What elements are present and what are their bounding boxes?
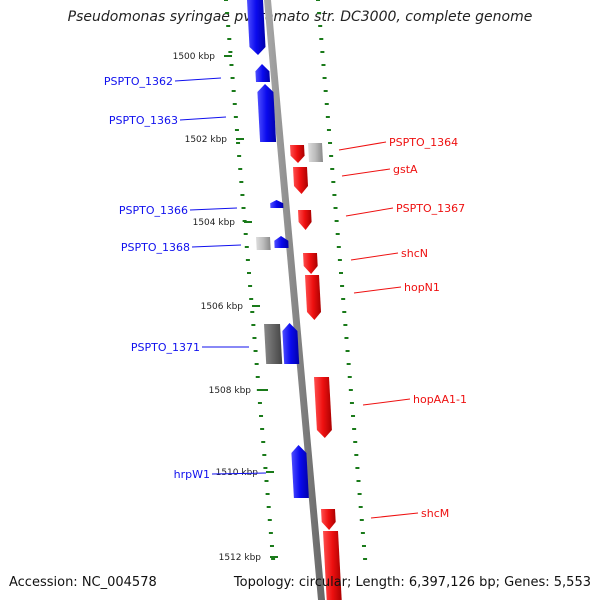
genome-summary-text: Topology: circular; Length: 6,397,126 bp… [233, 575, 591, 590]
scale-label: 1510 kbp [216, 468, 259, 478]
forward-gene-label: PSPTO_1371 [131, 341, 200, 354]
gene-reverse [305, 275, 321, 320]
gene-forward [291, 445, 309, 498]
gene-forward [282, 323, 300, 364]
forward-gene-label: PSPTO_1366 [119, 204, 188, 217]
scale-label: 1502 kbp [185, 135, 228, 145]
scale-label: 1500 kbp [173, 52, 216, 62]
genome-title: Pseudomonas syringae pv. tomato str. DC3… [67, 9, 533, 25]
gene-reverse [323, 531, 342, 600]
reverse-label-leader [350, 252, 399, 261]
gene-forward [270, 200, 284, 208]
reverse-label-leader [341, 168, 391, 177]
gene-reverse [298, 210, 312, 230]
gene-reverse [290, 145, 305, 163]
reverse-gene-label: gstA [393, 163, 418, 176]
gene-reverse [303, 253, 318, 274]
forward-label-leader [191, 244, 242, 248]
reverse-gene-label: hopAA1-1 [413, 393, 467, 406]
scale-label: 1506 kbp [201, 302, 244, 312]
accession-text: Accession: NC_004578 [9, 575, 157, 590]
forward-gene-label: PSPTO_1368 [121, 241, 190, 254]
reverse-gene-label: hopN1 [404, 281, 440, 294]
forward-label-leader [179, 116, 227, 121]
gene-reverse [321, 509, 336, 530]
reverse-label-leader [338, 141, 387, 151]
forward-label-leader [211, 472, 267, 475]
gene-forward [255, 64, 270, 82]
gene-pseudo [308, 143, 323, 162]
forward-gene-label: hrpW1 [174, 468, 210, 481]
reverse-label-leader [370, 512, 419, 519]
scale-label: 1512 kbp [219, 553, 262, 563]
gene-reverse [314, 377, 332, 438]
forward-label-leader [189, 207, 238, 211]
forward-gene-label: PSPTO_1363 [109, 114, 178, 127]
forward-label-leader [174, 77, 222, 82]
reverse-label-leader [353, 286, 402, 294]
reverse-label-leader [362, 398, 411, 406]
gene-forward [257, 84, 277, 142]
genome-backbone [264, 0, 325, 600]
scale-label: 1504 kbp [193, 218, 236, 228]
reverse-gene-label: PSPTO_1367 [396, 202, 465, 215]
gene-forward [247, 0, 266, 55]
gene-pseudo [256, 237, 271, 250]
reverse-gene-label: shcN [401, 247, 428, 260]
reverse-label-leader [345, 207, 394, 217]
forward-gene-label: PSPTO_1362 [104, 75, 173, 88]
reverse-gene-label: PSPTO_1364 [389, 136, 458, 149]
gene-pseudo [264, 324, 283, 364]
reverse-gene-label: shcM [421, 507, 449, 520]
gene-forward [274, 236, 289, 248]
scale-label: 1508 kbp [209, 386, 252, 396]
gene-reverse [293, 167, 308, 194]
